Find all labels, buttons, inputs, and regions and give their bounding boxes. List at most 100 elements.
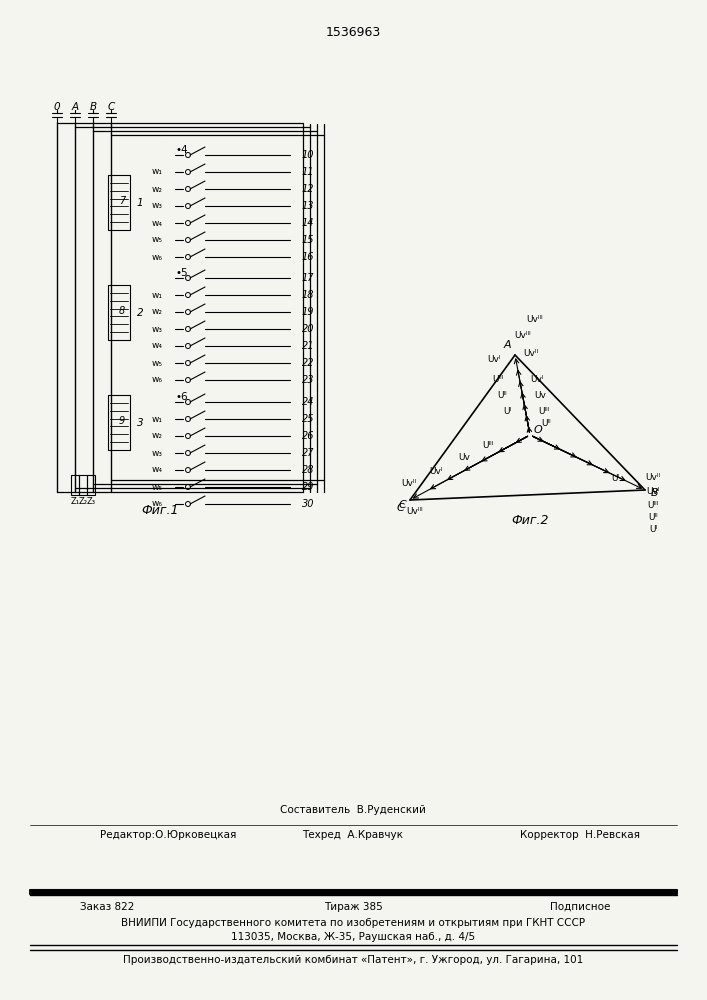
Text: Uᴠᴵ: Uᴠᴵ	[487, 355, 501, 363]
Text: 29: 29	[302, 482, 314, 492]
Text: Uᴵ: Uᴵ	[503, 406, 512, 416]
Text: 28: 28	[302, 465, 314, 475]
Text: Uᴠᴵᴵ: Uᴠᴵᴵ	[645, 474, 660, 483]
Text: 19: 19	[302, 307, 314, 317]
Text: •6: •6	[176, 392, 189, 402]
Text: 27: 27	[302, 448, 314, 458]
Bar	[108, 285, 130, 340]
Text: 16: 16	[302, 252, 314, 262]
Text: B: B	[651, 488, 659, 498]
Text: w₁: w₁	[152, 167, 163, 176]
Bar	[108, 175, 130, 230]
Text: A: A	[71, 102, 78, 112]
Text: Корректор  Н.Ревская: Корректор Н.Ревская	[520, 830, 640, 840]
Text: 1: 1	[136, 198, 144, 208]
Text: O: O	[534, 425, 542, 435]
Text: 3: 3	[136, 418, 144, 428]
Text: •5: •5	[176, 268, 189, 278]
Text: 18: 18	[302, 290, 314, 300]
Text: Uᴠᴵ: Uᴠᴵ	[531, 374, 544, 383]
Text: C: C	[107, 102, 115, 112]
Text: Z₁: Z₁	[71, 496, 80, 506]
Text: w₂: w₂	[152, 432, 163, 440]
Text: Uᴵᴵᴵ: Uᴵᴵᴵ	[482, 440, 493, 450]
Text: Заказ 822: Заказ 822	[80, 902, 134, 912]
Text: w₂: w₂	[152, 184, 163, 194]
Text: w₂: w₂	[152, 308, 163, 316]
Text: 15: 15	[302, 235, 314, 245]
Text: Фиг.2: Фиг.2	[511, 514, 549, 526]
Text: Uᴵᴵᴵ: Uᴵᴵᴵ	[648, 500, 659, 510]
Text: 24: 24	[302, 397, 314, 407]
Text: 23: 23	[302, 375, 314, 385]
Text: Uᴠᴵᴵ: Uᴠᴵᴵ	[523, 350, 538, 359]
Text: w₃: w₃	[152, 324, 163, 334]
Text: 8: 8	[119, 306, 125, 316]
Text: Фиг.1: Фиг.1	[141, 504, 179, 516]
Text: 30: 30	[302, 499, 314, 509]
Text: Uᴠᴵᴵᴵ: Uᴠᴵᴵᴵ	[407, 508, 423, 516]
Text: 21: 21	[302, 341, 314, 351]
Text: 26: 26	[302, 431, 314, 441]
Bar	[79, 475, 87, 495]
Text: w₅: w₅	[152, 359, 163, 367]
Text: w₄: w₄	[152, 219, 163, 228]
Text: 9: 9	[119, 416, 125, 426]
Text: Техред  А.Кравчук: Техред А.Кравчук	[303, 830, 404, 840]
Text: 2: 2	[136, 308, 144, 318]
Text: w₃: w₃	[152, 448, 163, 458]
Text: 22: 22	[302, 358, 314, 368]
Text: 20: 20	[302, 324, 314, 334]
Bar	[87, 475, 95, 495]
Text: Uᴵᴵᴵ: Uᴵᴵᴵ	[538, 406, 549, 416]
Text: Z₃: Z₃	[86, 496, 95, 506]
Text: C: C	[398, 500, 406, 510]
Text: 0: 0	[54, 102, 60, 112]
Text: Редактор:О.Юрковецкая: Редактор:О.Юрковецкая	[100, 830, 236, 840]
Text: B: B	[90, 102, 97, 112]
Text: A: A	[503, 340, 511, 350]
Text: Z₂: Z₂	[78, 496, 88, 506]
Text: Uᴠ: Uᴠ	[534, 390, 547, 399]
Text: ВНИИПИ Государственного комитета по изобретениям и открытиям при ГКНТ СССР: ВНИИПИ Государственного комитета по изоб…	[121, 918, 585, 928]
Text: Подписное: Подписное	[550, 902, 610, 912]
Text: w₃: w₃	[152, 202, 163, 211]
Text: 11: 11	[302, 167, 314, 177]
Text: 12: 12	[302, 184, 314, 194]
Text: 1536963: 1536963	[325, 25, 380, 38]
Text: 113035, Москва, Ж-35, Раушская наб., д. 4/5: 113035, Москва, Ж-35, Раушская наб., д. …	[231, 932, 475, 942]
Text: Производственно-издательский комбинат «Патент», г. Ужгород, ул. Гагарина, 101: Производственно-издательский комбинат «П…	[123, 955, 583, 965]
Text: 10: 10	[302, 150, 314, 160]
Text: 17: 17	[302, 273, 314, 283]
Text: w₁: w₁	[152, 414, 163, 424]
Text: 13: 13	[302, 201, 314, 211]
Text: Uᴠᴵ: Uᴠᴵ	[429, 466, 443, 476]
Text: w₆: w₆	[152, 252, 163, 261]
Text: •4: •4	[176, 145, 189, 155]
Text: Uᴠ: Uᴠ	[458, 454, 470, 462]
Text: Uᴵ: Uᴵ	[612, 474, 619, 483]
Text: w₄: w₄	[152, 466, 163, 475]
Text: Uᴠᴵᴵᴵ: Uᴠᴵᴵᴵ	[527, 316, 544, 324]
Text: Uᴠᴵ: Uᴠᴵ	[646, 488, 660, 496]
Text: Uᴵ: Uᴵ	[649, 526, 657, 534]
Text: Составитель  В.Руденский: Составитель В.Руденский	[280, 805, 426, 815]
Bar	[108, 395, 130, 450]
Text: Тираж 385: Тираж 385	[324, 902, 382, 912]
Text: w₆: w₆	[152, 375, 163, 384]
Text: w₅: w₅	[152, 235, 163, 244]
Text: w₄: w₄	[152, 342, 163, 351]
Text: w₆: w₆	[152, 499, 163, 508]
Text: Uᴵᴵ: Uᴵᴵ	[498, 390, 508, 399]
Text: w₅: w₅	[152, 483, 163, 491]
Text: w₁: w₁	[152, 290, 163, 300]
Text: Uᴵᴵ: Uᴵᴵ	[648, 514, 658, 522]
Text: C: C	[396, 503, 404, 513]
Text: 25: 25	[302, 414, 314, 424]
Text: 14: 14	[302, 218, 314, 228]
Text: Uᴠᴵᴵᴵ: Uᴠᴵᴵᴵ	[515, 330, 532, 340]
Text: Uᴠᴵᴵ: Uᴠᴵᴵ	[402, 480, 416, 488]
Bar	[71, 475, 79, 495]
Text: Uᴵᴵ: Uᴵᴵ	[541, 418, 551, 428]
Text: 7: 7	[119, 196, 125, 206]
